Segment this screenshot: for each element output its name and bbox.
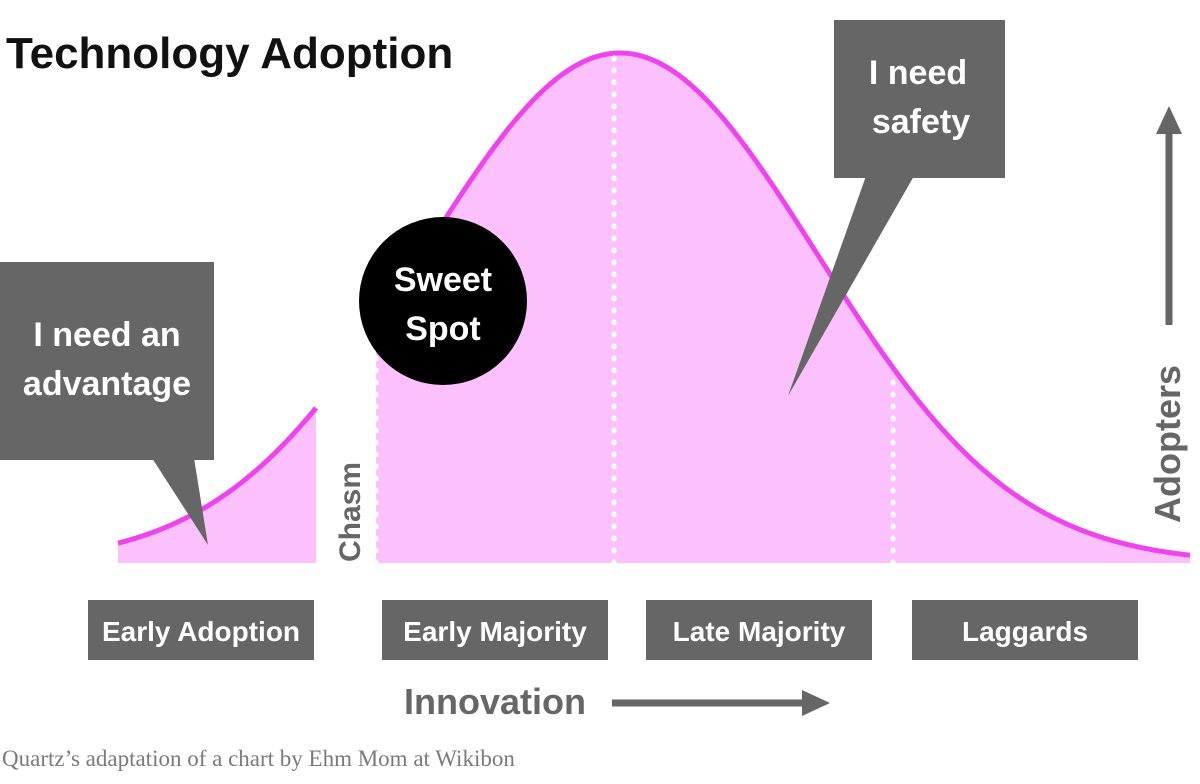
sweet-spot-marker: Sweet Spot	[359, 217, 527, 385]
safety-callout-pointer	[788, 176, 914, 396]
sweet-spot-circle	[359, 217, 527, 385]
majority-laggards-area	[376, 53, 1190, 563]
segment-box-early-majority	[382, 600, 608, 660]
safety-callout-line1: I need	[869, 54, 967, 92]
sweet-spot-line1: Sweet	[394, 261, 492, 299]
chasm-label: Chasm	[334, 462, 367, 562]
segment-label-laggards: Laggards	[962, 616, 1088, 647]
segment-label-late-majority: Late Majority	[673, 616, 846, 647]
source-note: Quartz’s adaptation of a chart by Ehm Mo…	[2, 746, 515, 771]
advantage-callout: I need an advantage	[0, 262, 214, 545]
segment-box-early-adoption	[88, 600, 314, 660]
safety-callout-box	[834, 20, 1005, 178]
safety-callout-line2: safety	[872, 103, 970, 141]
adoption-curve	[117, 50, 1191, 566]
safety-callout: I need safety	[788, 20, 1005, 396]
y-axis-arrow-head	[1156, 106, 1182, 134]
segment-box-late-majority	[646, 600, 872, 660]
y-axis: Adopters	[1147, 106, 1188, 523]
x-axis: Innovation	[404, 681, 830, 722]
x-axis-label: Innovation	[404, 681, 586, 722]
advantage-callout-line2: advantage	[23, 365, 191, 403]
curve-line-right	[373, 50, 1191, 558]
segment-labels: Early Adoption Early Majority Late Major…	[88, 600, 1138, 660]
x-axis-arrow-head	[802, 690, 830, 716]
sweet-spot-line2: Spot	[405, 310, 481, 348]
chart-title: Technology Adoption	[6, 29, 453, 78]
advantage-callout-box	[0, 262, 214, 460]
segment-box-laggards	[912, 600, 1138, 660]
y-axis-label: Adopters	[1147, 365, 1188, 523]
segment-label-early-majority: Early Majority	[403, 616, 587, 647]
early-adoption-area	[118, 407, 316, 563]
curve-line-left	[117, 406, 318, 546]
advantage-callout-pointer	[152, 458, 208, 545]
advantage-callout-line1: I need an	[33, 316, 180, 354]
segment-label-early-adoption: Early Adoption	[102, 616, 300, 647]
